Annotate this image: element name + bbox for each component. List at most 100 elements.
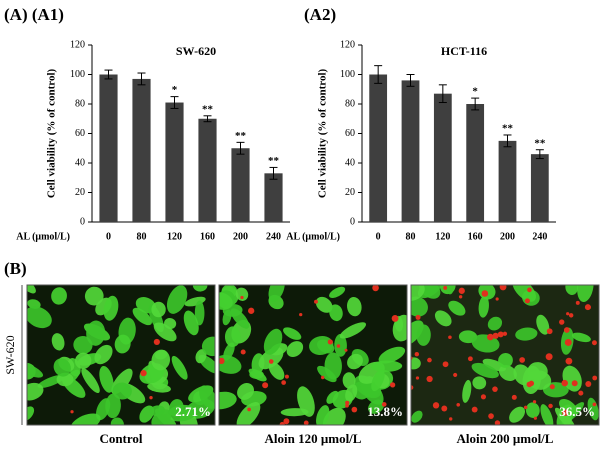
y-axis-label: Cell viability (% of control) — [46, 68, 58, 198]
cell — [199, 385, 215, 409]
x-tick-label: 200 — [500, 231, 515, 242]
cell — [151, 301, 166, 318]
dead-cell — [219, 357, 225, 364]
cell — [478, 295, 489, 318]
cell — [105, 393, 121, 419]
dead-cell — [458, 295, 463, 299]
cell — [171, 355, 188, 380]
chart-title: SW-620 — [176, 44, 216, 58]
cell — [73, 336, 93, 354]
dead-cell — [443, 285, 448, 290]
x-tick-label: 0 — [376, 231, 381, 242]
dead-cell — [262, 382, 269, 389]
image-frame — [410, 284, 600, 426]
cell — [527, 362, 548, 381]
x-tick-label: 80 — [137, 231, 147, 242]
cell — [329, 286, 346, 298]
cell — [346, 296, 362, 317]
cell — [248, 368, 267, 382]
cell — [378, 346, 406, 364]
image-caption: Control — [99, 431, 142, 446]
dead-cell — [391, 315, 399, 322]
cell — [371, 369, 385, 392]
cell — [316, 405, 330, 425]
dead-cell — [487, 333, 494, 341]
cell — [471, 362, 499, 379]
dead-cell — [314, 299, 318, 304]
panel-label: (A) (A1) — [4, 5, 64, 24]
cell — [110, 417, 124, 425]
cell — [70, 413, 101, 425]
dead-cell — [523, 405, 528, 410]
cell — [392, 314, 407, 342]
dead-cell — [546, 328, 553, 335]
cell — [201, 336, 215, 357]
dead-cell — [467, 356, 473, 362]
dead-cell — [240, 349, 246, 355]
dead-cell — [499, 285, 507, 291]
dead-cell — [70, 410, 74, 414]
y-tick-label: 80 — [345, 98, 355, 109]
cell — [27, 306, 52, 329]
dead-cell — [240, 295, 244, 300]
bar — [132, 78, 151, 222]
dead-cell — [449, 417, 453, 421]
cell — [27, 285, 36, 294]
micrograph — [411, 285, 599, 425]
dead-cell — [495, 297, 499, 301]
dead-cell — [345, 403, 349, 408]
significance: ** — [202, 103, 214, 115]
cell — [411, 357, 421, 370]
cell — [53, 358, 71, 377]
y-tick-label: 120 — [70, 39, 85, 50]
dead-cell — [545, 353, 553, 361]
dead-cell — [411, 385, 414, 390]
dead-cell — [426, 375, 433, 383]
cell — [263, 328, 283, 355]
dead-cell — [592, 375, 598, 381]
percent-label: 13.8% — [367, 404, 403, 419]
cell — [94, 344, 113, 365]
cell — [512, 285, 536, 302]
dead-cell — [480, 394, 487, 400]
dead-cell — [247, 407, 251, 412]
x-tick-label: 120 — [167, 231, 182, 242]
bar — [99, 74, 118, 222]
dead-cell — [562, 409, 569, 416]
dead-cell — [571, 380, 578, 387]
dead-cell — [389, 382, 396, 388]
dead-cell — [381, 402, 387, 407]
y-tick-label: 0 — [80, 216, 85, 227]
cell — [487, 316, 503, 331]
row-label: SW-620 — [3, 335, 17, 374]
cell — [434, 310, 452, 327]
cell — [498, 353, 513, 368]
dead-cell — [268, 359, 274, 364]
dead-cell — [492, 332, 499, 339]
panel-label: (B) — [4, 259, 27, 278]
significance: ** — [502, 123, 514, 135]
cell — [411, 296, 428, 317]
cell — [577, 285, 594, 302]
bar — [466, 104, 485, 222]
cell — [283, 327, 302, 340]
image-frame — [218, 284, 408, 426]
cell — [324, 352, 342, 380]
cell — [448, 300, 466, 316]
dead-cell — [140, 370, 147, 377]
significance: ** — [534, 137, 546, 149]
dead-cell — [492, 386, 498, 392]
dead-cell — [548, 403, 553, 409]
cell — [219, 292, 233, 310]
x-tick-label: 0 — [106, 231, 111, 242]
y-tick-label: 40 — [345, 157, 355, 168]
dead-cell — [281, 380, 286, 385]
cell — [224, 326, 241, 348]
micrograph — [219, 285, 407, 425]
cell — [411, 410, 423, 423]
dead-cell — [561, 379, 568, 387]
panel-label: (A2) — [304, 5, 336, 24]
cell — [419, 285, 441, 299]
dead-cell — [584, 304, 591, 311]
dead-cell — [345, 400, 350, 405]
